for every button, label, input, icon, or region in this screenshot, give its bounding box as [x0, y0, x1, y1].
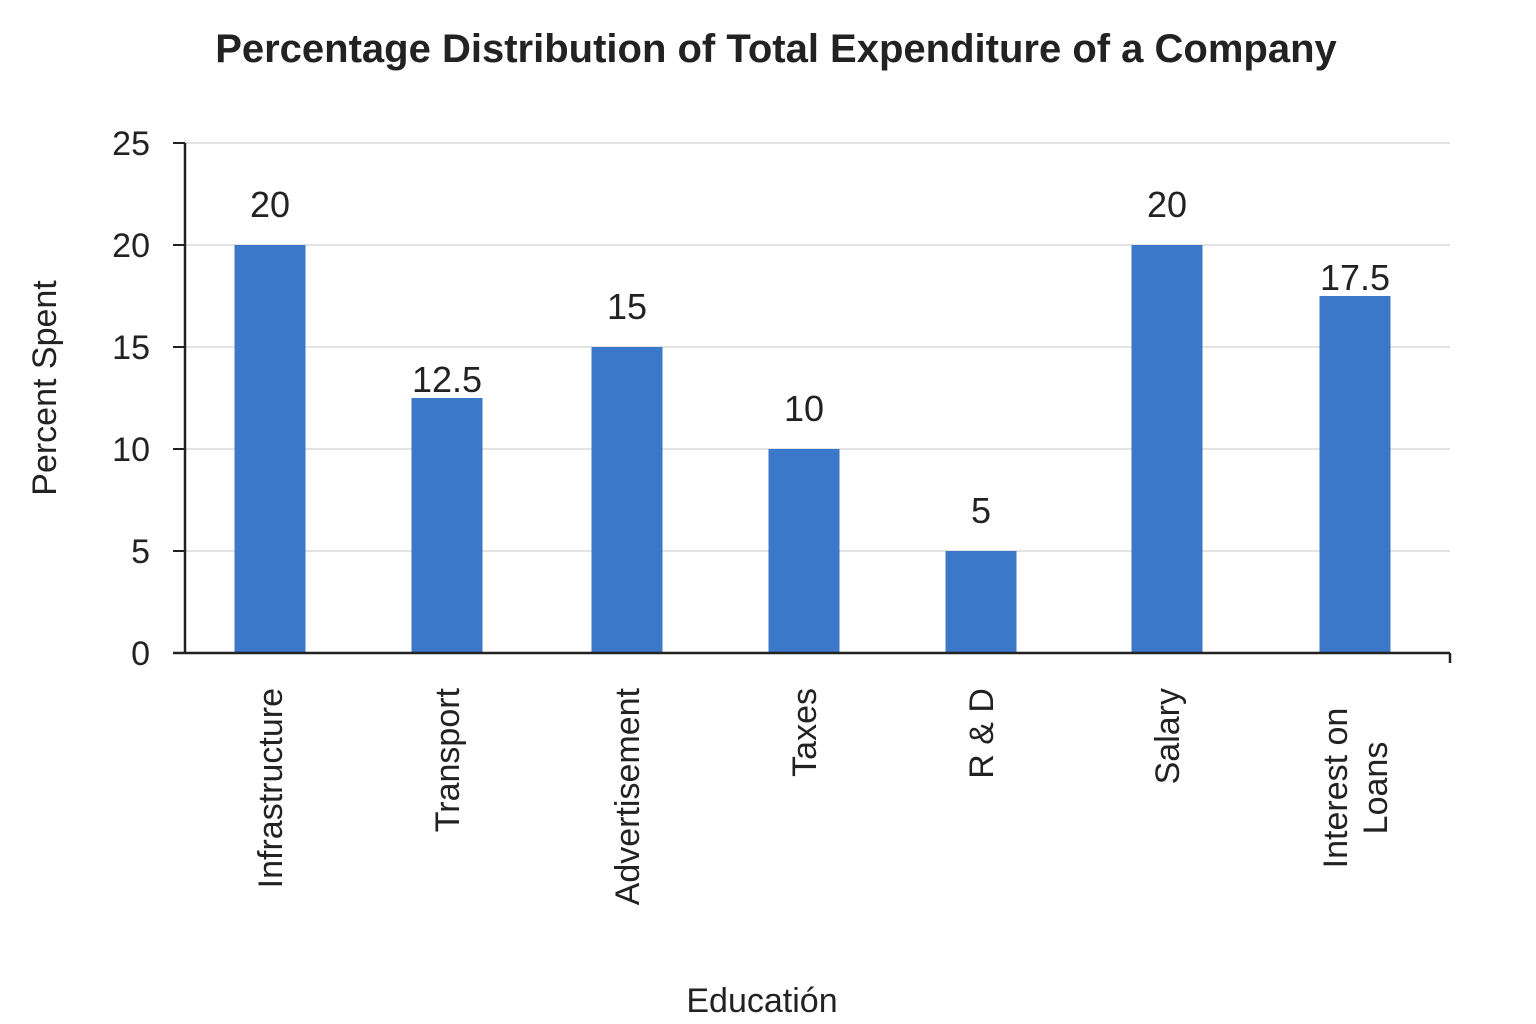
bar-interest-on-loans [1319, 296, 1391, 653]
data-label: 17.5 [1320, 257, 1390, 298]
x-tick-label: Salary [1149, 688, 1187, 784]
y-tick-label: 20 [112, 227, 150, 265]
y-axis-label: Percent Spent [26, 280, 64, 496]
chart-title: Percentage Distribution of Total Expendi… [215, 27, 1337, 71]
bar-advertisement [591, 347, 663, 653]
x-tick-label: Infrastructure [252, 688, 290, 888]
y-tick-label: 15 [112, 329, 150, 367]
x-tick-label: Transport [429, 687, 467, 832]
data-label: 12.5 [412, 359, 482, 400]
bars [234, 245, 1391, 653]
x-tick-label-line: Taxes [786, 688, 824, 777]
bar-transport [411, 398, 483, 653]
x-tick-labels: Infrastructure Transport Advertisement Taxe… [252, 687, 1395, 905]
x-tick-label-line: Salary [1149, 688, 1187, 784]
data-label: 10 [784, 388, 824, 429]
bar-r-d [945, 551, 1017, 653]
x-tick-label-line: Advertisement [609, 687, 647, 905]
x-tick-label-line: R & D [963, 688, 1001, 779]
bar-salary [1131, 245, 1203, 653]
gridlines [185, 142, 1450, 552]
x-tick-label: R & D [963, 688, 1001, 779]
x-tick-label: Taxes [786, 688, 824, 777]
y-tick-label: 0 [131, 635, 150, 673]
data-label: 5 [971, 490, 991, 531]
x-tick-label-line: Transport [429, 687, 467, 832]
x-tick-label: Interest on Loans [1317, 708, 1395, 869]
bar-infrastructure [234, 245, 306, 653]
axes [173, 142, 1452, 663]
data-label: 15 [607, 286, 647, 327]
data-labels: 20 12.5 15 10 5 20 17.5 [250, 184, 1390, 531]
bar-taxes [768, 449, 840, 653]
y-tick-label: 5 [131, 533, 150, 571]
x-tick-label-line: Infrastructure [252, 688, 290, 888]
x-tick-label-line: Interest on [1317, 708, 1355, 869]
x-tick-label: Advertisement [609, 687, 647, 905]
x-axis-label: Educatión [686, 982, 837, 1020]
y-tick-label: 25 [112, 125, 150, 163]
data-label: 20 [1147, 184, 1187, 225]
y-tick-labels: 0 5 10 15 20 25 [112, 125, 150, 673]
data-label: 20 [250, 184, 290, 225]
y-tick-label: 10 [112, 431, 150, 469]
x-tick-label-line: Loans [1357, 742, 1395, 835]
